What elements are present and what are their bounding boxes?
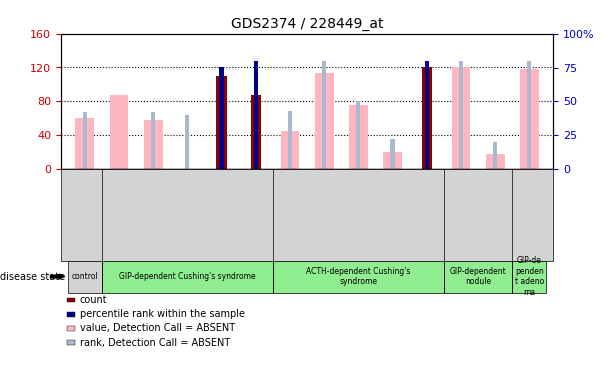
Bar	[219, 68, 224, 169]
Text: count: count	[80, 295, 107, 305]
Bar	[254, 111, 258, 169]
Title: GDS2374 / 228449_at: GDS2374 / 228449_at	[231, 17, 383, 32]
Bar	[421, 68, 432, 169]
Bar	[216, 76, 227, 169]
Text: GIP-dependent
nodule: GIP-dependent nodule	[450, 267, 506, 286]
Text: ACTH-dependent Cushing's
syndrome: ACTH-dependent Cushing's syndrome	[306, 267, 410, 286]
Bar	[520, 69, 539, 169]
Text: percentile rank within the sample: percentile rank within the sample	[80, 309, 244, 319]
Text: disease state: disease state	[0, 272, 65, 282]
Bar	[356, 101, 361, 169]
Bar	[288, 111, 292, 169]
Bar	[254, 61, 258, 169]
Bar	[383, 152, 402, 169]
Bar	[185, 115, 190, 169]
Bar	[83, 112, 87, 169]
Bar	[109, 95, 128, 169]
Bar	[315, 74, 334, 169]
Bar	[390, 139, 395, 169]
Bar	[424, 61, 429, 169]
Bar	[151, 112, 155, 169]
Text: GIP-de
penden
t adeno
ma: GIP-de penden t adeno ma	[515, 256, 544, 297]
Bar	[486, 154, 505, 169]
Text: control: control	[71, 272, 98, 281]
Text: GIP-dependent Cushing's syndrome: GIP-dependent Cushing's syndrome	[119, 272, 255, 281]
Bar	[75, 118, 94, 169]
Bar	[527, 61, 531, 169]
Text: value, Detection Call = ABSENT: value, Detection Call = ABSENT	[80, 324, 235, 333]
Bar	[349, 105, 368, 169]
Bar	[280, 131, 299, 169]
Text: rank, Detection Call = ABSENT: rank, Detection Call = ABSENT	[80, 338, 230, 348]
Bar	[459, 61, 463, 169]
Bar	[322, 61, 326, 169]
Bar	[143, 120, 162, 169]
Bar	[493, 142, 497, 169]
Bar	[250, 95, 261, 169]
Bar	[452, 68, 471, 169]
